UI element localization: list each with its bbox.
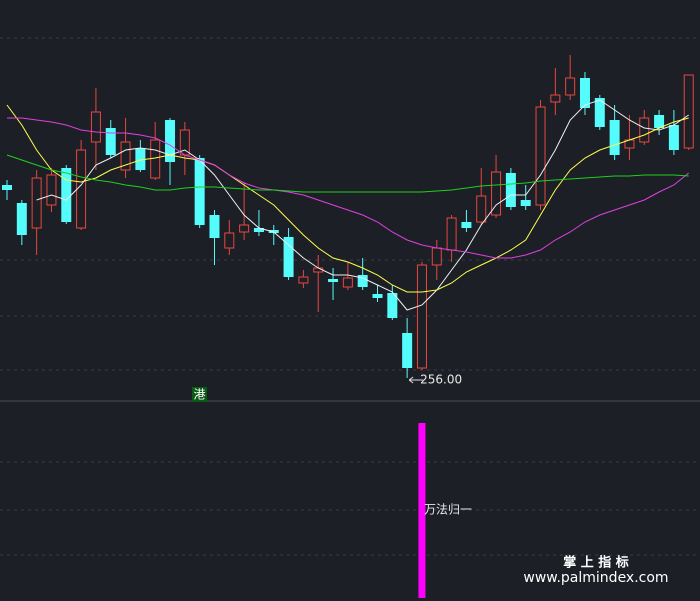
ma-line	[7, 117, 690, 259]
indicator-label: 万法归一	[424, 503, 472, 517]
candle-body	[283, 237, 294, 277]
candle-body	[416, 264, 427, 369]
candle-body	[342, 277, 353, 288]
candle-body	[46, 174, 57, 206]
candle-body	[461, 222, 472, 228]
annotation-arrowhead	[408, 376, 414, 384]
candle-body	[402, 333, 413, 368]
candle-body	[328, 279, 339, 282]
candle-body	[654, 115, 665, 128]
candle-body	[387, 293, 398, 318]
candle-body	[594, 98, 605, 127]
candle-body	[476, 195, 487, 223]
candle-body	[90, 111, 101, 143]
candle-body	[31, 177, 42, 229]
candle-body	[550, 94, 561, 103]
candle-body	[565, 77, 576, 96]
candle-body	[253, 228, 264, 232]
candle-body	[239, 224, 250, 233]
candle-body	[579, 78, 590, 108]
candle-body	[357, 275, 368, 287]
candles	[2, 55, 694, 378]
candle-body	[61, 168, 72, 222]
indicator-bar	[418, 423, 426, 598]
candle-body	[431, 247, 442, 266]
candle-body	[120, 141, 131, 171]
candle-body	[491, 171, 502, 216]
indicator-panel: 万法归一	[418, 423, 472, 598]
candle-body	[150, 139, 161, 179]
candle-body	[194, 158, 205, 225]
candle-body	[76, 149, 87, 229]
ma-line	[36, 99, 689, 311]
annotation-label: 256.00	[420, 373, 462, 387]
candle-body	[668, 125, 679, 150]
candle-body	[609, 120, 620, 155]
candle-body	[135, 148, 146, 170]
candle-body	[683, 74, 694, 149]
candle-body	[209, 215, 220, 238]
ma-lines	[6, 99, 690, 311]
ma-line	[6, 104, 689, 293]
candle-body	[224, 232, 235, 249]
candle-body	[2, 185, 12, 190]
candle-body	[446, 217, 457, 251]
market-tag-box	[192, 387, 207, 402]
candle-body	[105, 128, 116, 155]
watermark-url: www.palmindex.com	[523, 570, 668, 586]
candle-body	[372, 294, 383, 298]
ma-line	[6, 154, 689, 193]
candle-body	[16, 203, 27, 235]
candle-body	[535, 106, 546, 206]
candle-body	[639, 117, 650, 143]
candle-body	[505, 173, 516, 207]
candle-body	[298, 276, 309, 284]
market-tag: 港	[193, 388, 205, 402]
candle-body	[520, 200, 531, 206]
candle-body	[165, 120, 176, 162]
watermark-title: 掌 上 指 标	[563, 555, 629, 571]
